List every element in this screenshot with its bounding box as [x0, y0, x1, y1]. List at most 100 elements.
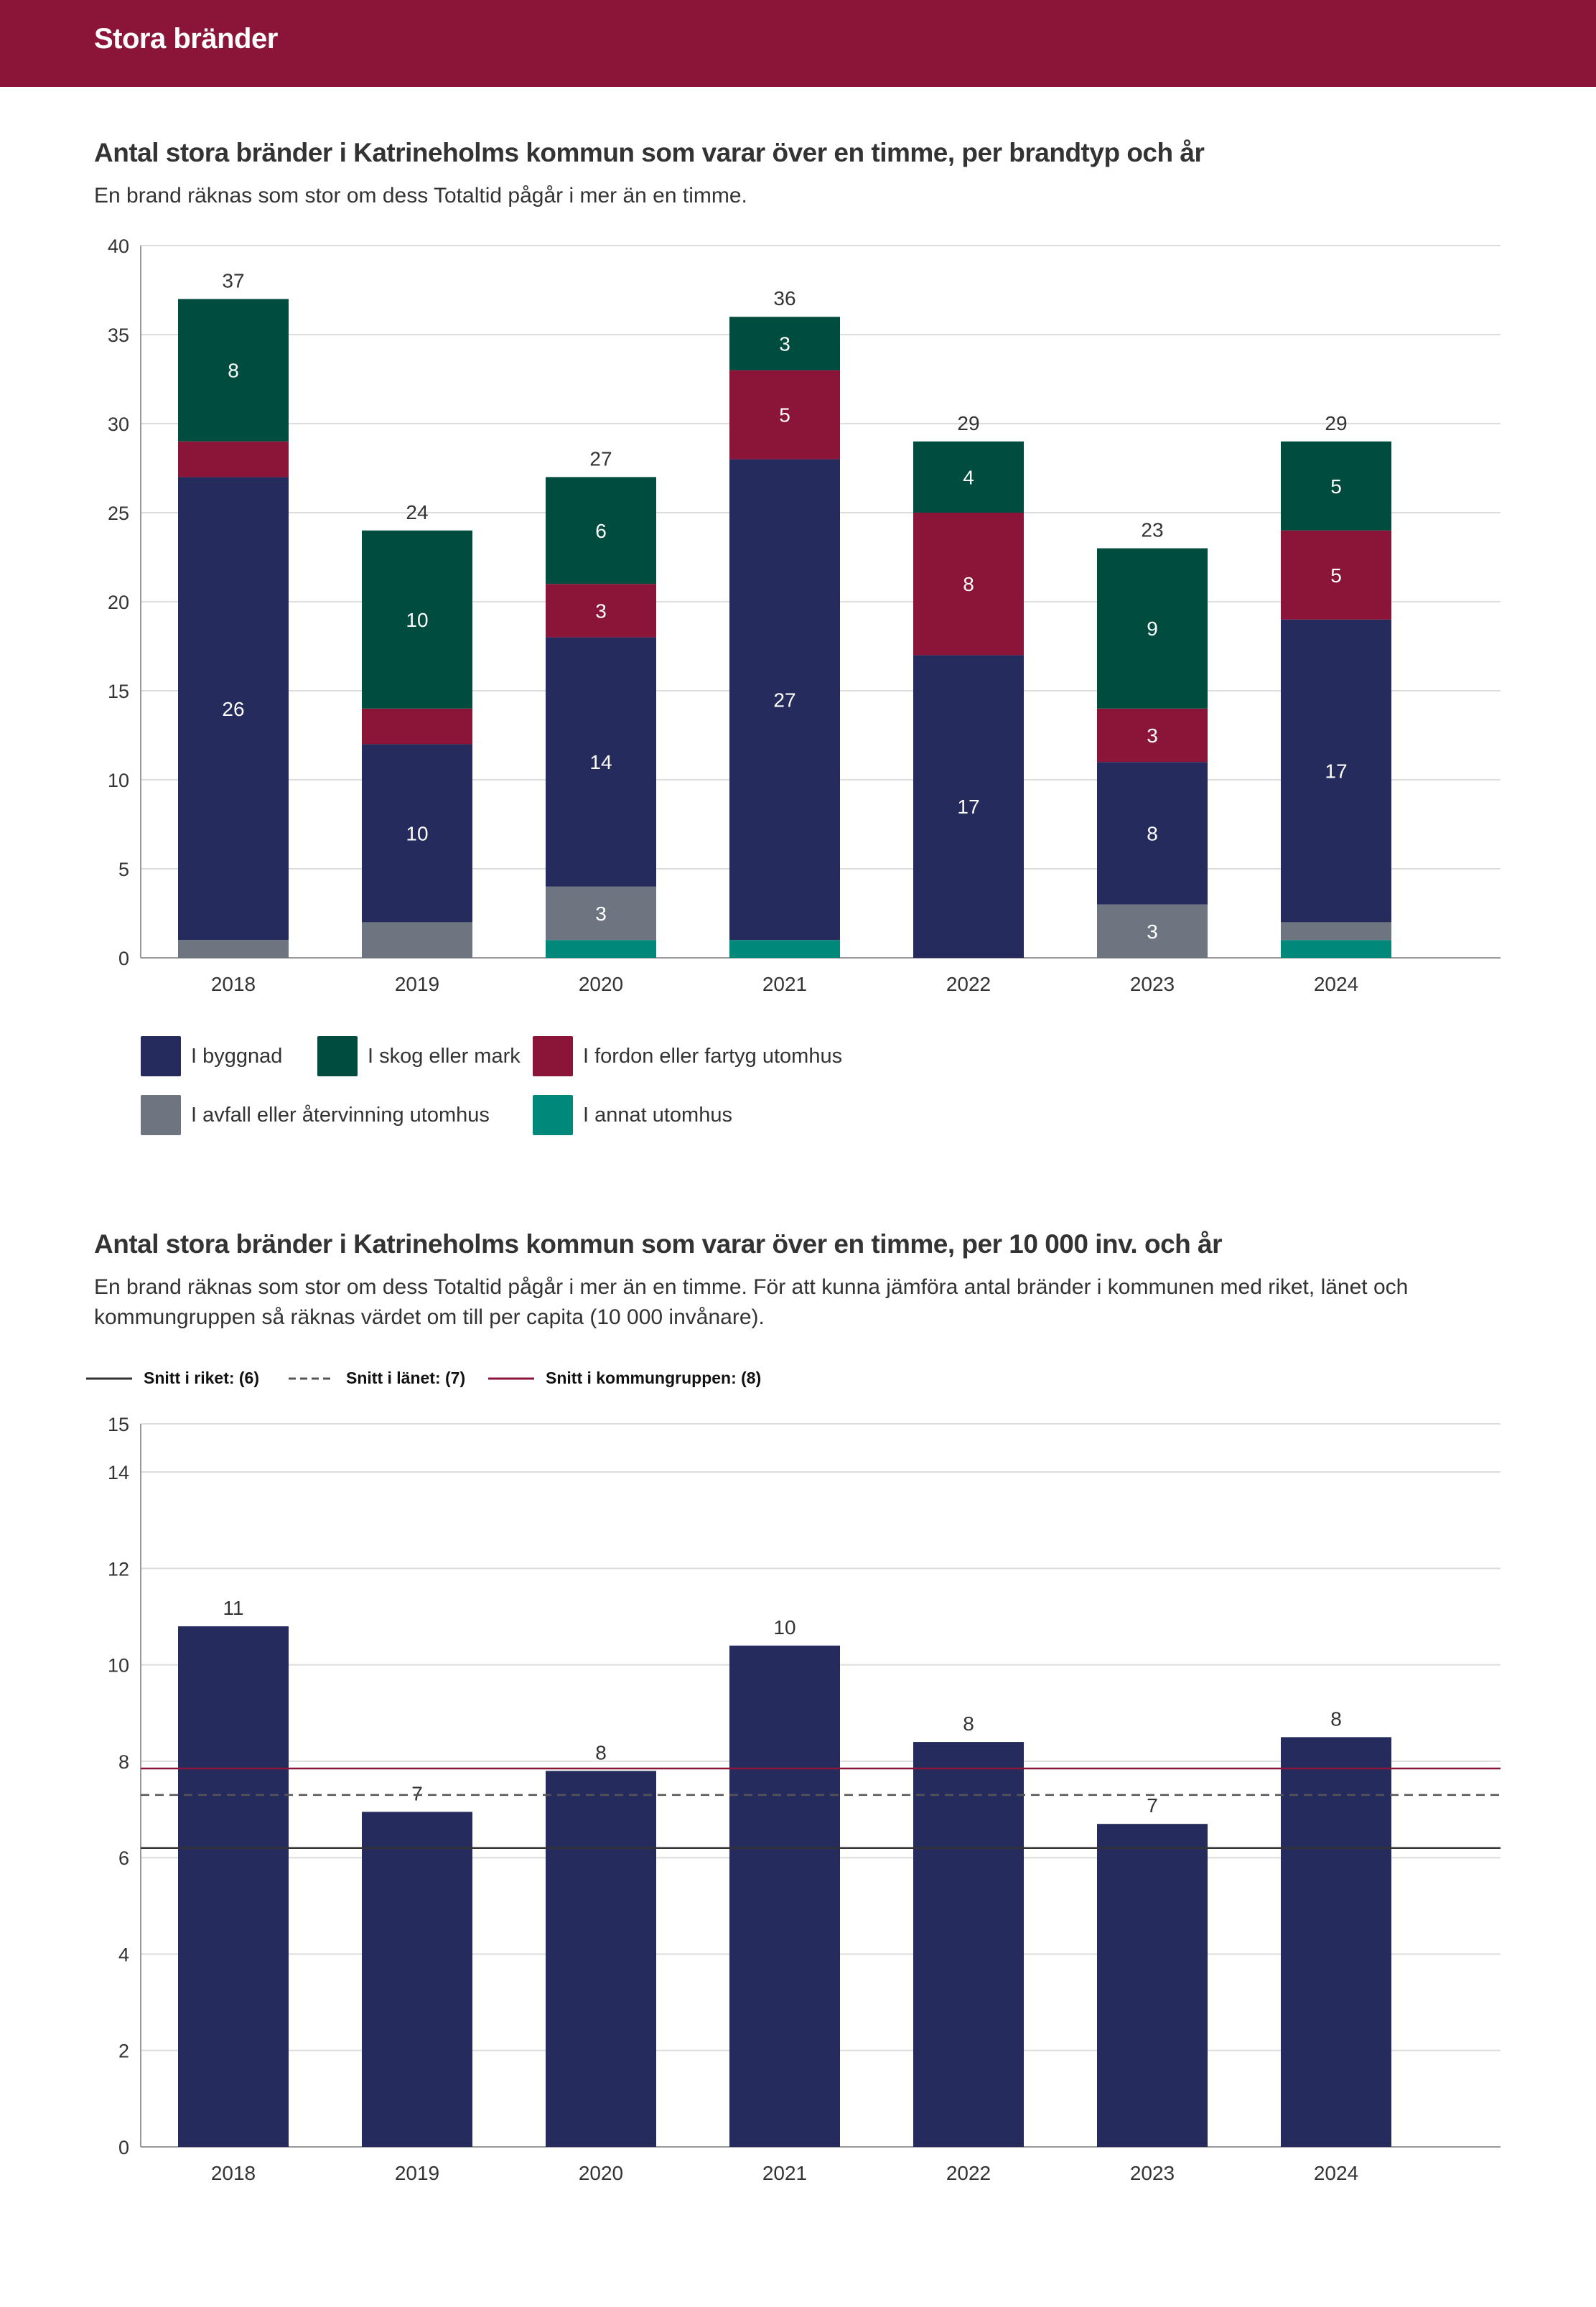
bar-segment — [913, 655, 1024, 958]
bar — [1097, 1824, 1208, 2147]
bar — [1281, 1737, 1391, 2147]
x-tick-label: 2020 — [579, 2162, 623, 2184]
x-tick-label: 2018 — [211, 973, 256, 995]
x-tick-label: 2024 — [1314, 973, 1358, 995]
legend-item: I byggnad — [141, 1036, 282, 1076]
total-label: 37 — [222, 269, 244, 292]
y-tick-label: 10 — [108, 1655, 129, 1677]
segment-label: 5 — [779, 404, 790, 427]
bar-segment — [1281, 940, 1391, 958]
bar-segment — [178, 299, 289, 442]
segment-label: 27 — [773, 689, 795, 711]
bar-segment — [1097, 904, 1208, 958]
legend-label: I fordon eller fartyg utomhus — [583, 1044, 843, 1068]
page-title: Stora bränder — [94, 23, 278, 55]
bar-segment — [546, 637, 656, 887]
x-tick-label: 2018 — [211, 2162, 256, 2184]
chart2-subtitle: En brand räknas som stor om dess Totalti… — [94, 1275, 1409, 1329]
y-tick-label: 14 — [108, 1462, 129, 1483]
bar-segment — [913, 441, 1024, 513]
legend-swatch — [141, 1095, 181, 1135]
legend-label: I avfall eller återvinning utomhus — [191, 1103, 490, 1127]
bar-segment — [1097, 708, 1208, 763]
segment-label: 4 — [963, 466, 974, 488]
bar-segment — [178, 477, 289, 941]
bar-segment — [362, 708, 472, 745]
y-tick-label: 15 — [108, 681, 129, 702]
legend-item: I avfall eller återvinning utomhus — [141, 1095, 490, 1135]
chart1-plot: 0510152025303540268372018101024201931436… — [108, 236, 1501, 995]
bar-value-label: 8 — [963, 1712, 974, 1735]
legend-label: I byggnad — [191, 1044, 283, 1068]
chart1-subtitle: En brand räknas som stor om dess Totalti… — [94, 184, 747, 208]
y-tick-label: 0 — [118, 2137, 129, 2158]
segment-label: 5 — [1330, 564, 1342, 587]
x-tick-label: 2023 — [1130, 2162, 1175, 2184]
bar-segment — [1281, 441, 1391, 531]
line-legend-item: Snitt i riket: (6) — [86, 1369, 259, 1388]
bar-segment — [546, 886, 656, 941]
total-label: 36 — [773, 287, 795, 309]
x-tick-label: 2024 — [1314, 2162, 1358, 2184]
bar-segment — [362, 744, 472, 923]
bar — [546, 1771, 656, 2147]
bar-segment — [1281, 922, 1391, 941]
line-legend-label: Snitt i kommungruppen: (8) — [546, 1369, 762, 1387]
segment-label: 3 — [595, 600, 607, 622]
y-tick-label: 2 — [118, 2041, 129, 2062]
segment-label: 10 — [406, 609, 428, 631]
y-tick-label: 40 — [108, 236, 129, 257]
y-tick-label: 0 — [118, 948, 129, 969]
page-banner: Stora bränder — [0, 0, 1596, 87]
bar-segment — [729, 459, 840, 941]
total-label: 27 — [589, 447, 612, 470]
total-label: 29 — [1325, 412, 1347, 434]
bar — [362, 1812, 472, 2147]
bar-segment — [913, 513, 1024, 656]
legend-item: I fordon eller fartyg utomhus — [533, 1036, 842, 1076]
legend-swatch — [533, 1036, 573, 1076]
x-tick-label: 2021 — [762, 973, 807, 995]
bar-segment — [1281, 619, 1391, 923]
y-tick-label: 8 — [118, 1751, 129, 1773]
bar-segment — [546, 584, 656, 638]
bar-value-label: 7 — [411, 1782, 423, 1804]
bar-value-label: 8 — [595, 1741, 607, 1763]
bar-segment — [362, 530, 472, 709]
bar-segment — [546, 477, 656, 584]
bar-segment — [729, 940, 840, 958]
bar-segment — [729, 370, 840, 460]
segment-label: 3 — [779, 332, 790, 355]
x-tick-label: 2023 — [1130, 973, 1175, 995]
bar-segment — [1281, 530, 1391, 620]
segment-label: 8 — [228, 360, 239, 382]
bar-segment — [546, 940, 656, 958]
bar-segment — [362, 922, 472, 958]
y-tick-label: 6 — [118, 1847, 129, 1869]
total-label: 23 — [1141, 519, 1163, 541]
chart2-title: Antal stora bränder i Katrineholms kommu… — [94, 1229, 1223, 1259]
y-tick-label: 35 — [108, 325, 129, 346]
legend-item: I annat utomhus — [533, 1095, 732, 1135]
bar-segment — [1097, 548, 1208, 709]
bar-segment — [178, 940, 289, 958]
y-tick-label: 10 — [108, 770, 129, 791]
y-tick-label: 4 — [118, 1944, 129, 1965]
bar-segment — [729, 317, 840, 370]
chart1-title: Antal stora bränder i Katrineholms kommu… — [94, 138, 1205, 167]
bar-value-label: 11 — [223, 1597, 243, 1619]
legend-swatch — [141, 1036, 181, 1076]
segment-label: 8 — [1147, 822, 1158, 844]
bar-value-label: 7 — [1147, 1794, 1158, 1817]
segment-label: 5 — [1330, 475, 1342, 498]
x-tick-label: 2022 — [946, 2162, 991, 2184]
segment-label: 8 — [963, 573, 974, 595]
y-tick-label: 12 — [108, 1558, 129, 1580]
segment-label: 17 — [1325, 760, 1347, 783]
bar-segment — [178, 441, 289, 477]
bar-value-label: 10 — [773, 1616, 795, 1639]
line-legend-swatch — [289, 1377, 335, 1379]
legend-swatch — [317, 1036, 358, 1076]
total-label: 29 — [957, 412, 979, 434]
